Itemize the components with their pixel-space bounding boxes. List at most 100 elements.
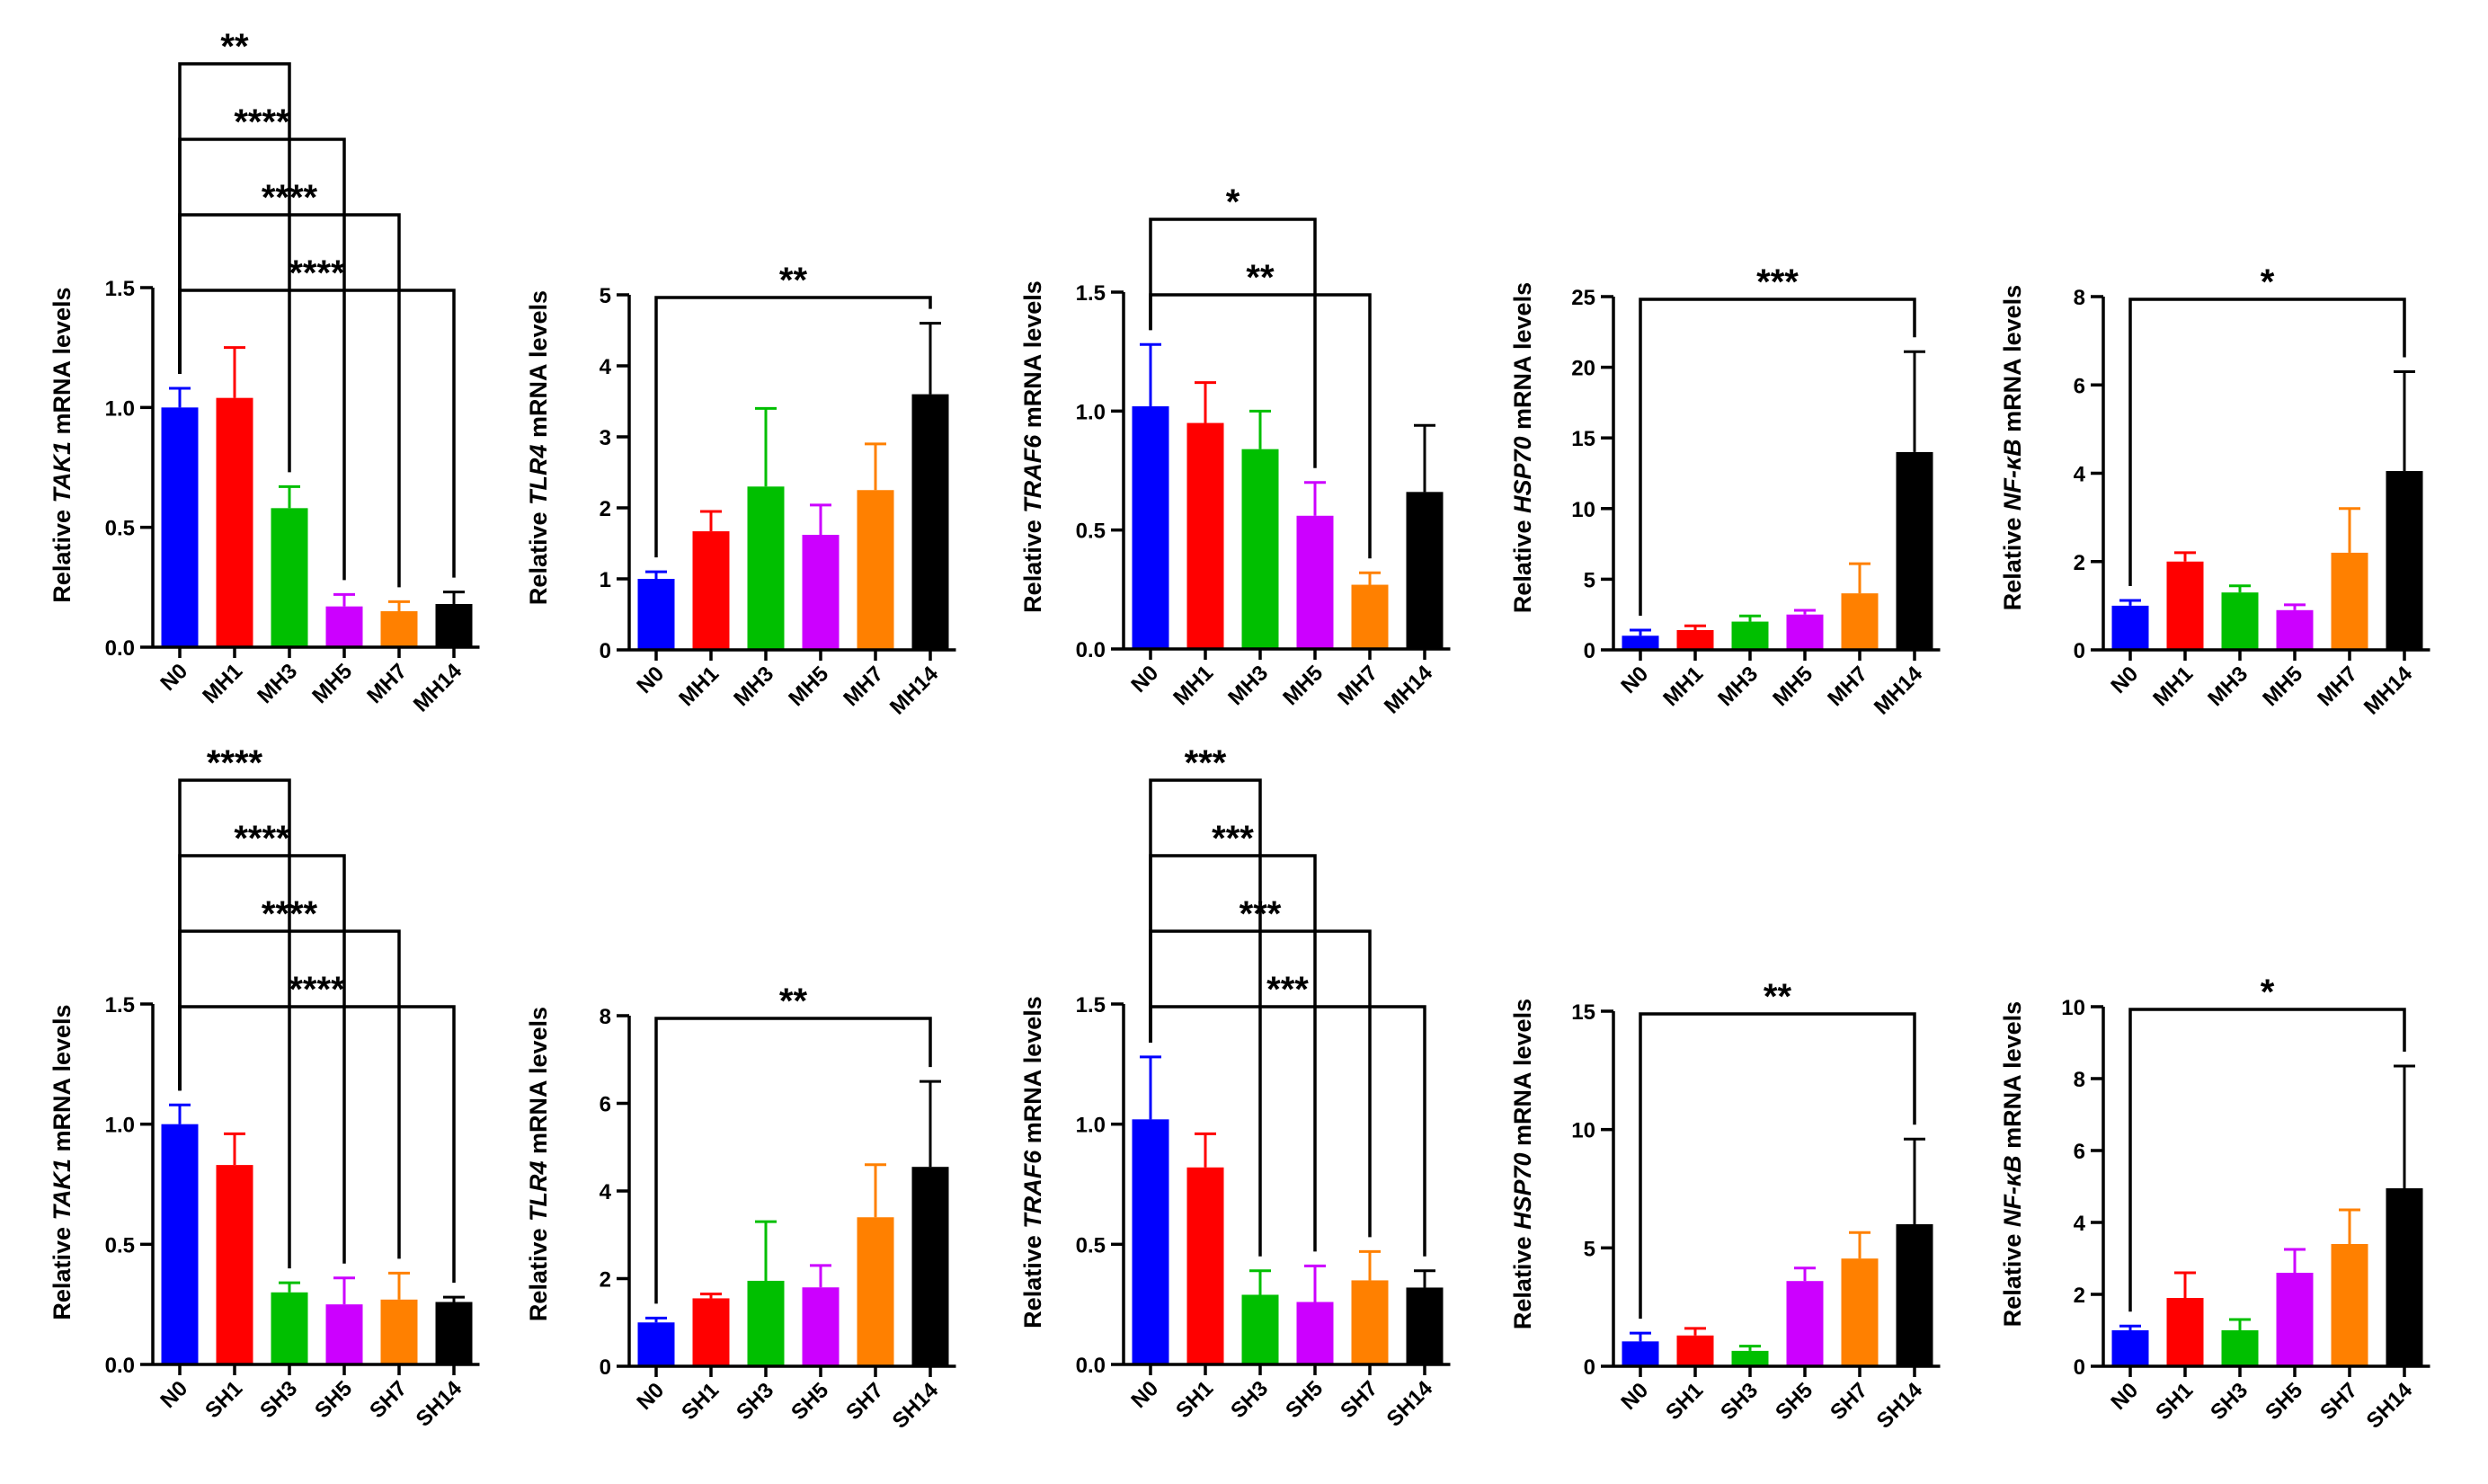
- x-tick-label: MH3: [2203, 662, 2253, 711]
- y-axis-label-suffix: mRNA levels: [525, 290, 552, 445]
- x-tick-label: N0: [1126, 661, 1163, 698]
- y-axis-label-gene: TAK1: [49, 1159, 76, 1221]
- significance-label: ***: [1240, 894, 1282, 934]
- y-tick-label: 5: [600, 284, 611, 308]
- bar: [911, 394, 949, 650]
- y-tick-label: 0: [2074, 639, 2085, 663]
- y-tick-label: 0.0: [1076, 638, 1106, 662]
- bar: [2221, 592, 2259, 650]
- x-tick-label: MH7: [362, 659, 412, 708]
- y-axis-label-prefix: Relative: [49, 1221, 76, 1320]
- significance-label: ***: [1756, 262, 1799, 302]
- significance-label: *: [2261, 262, 2275, 302]
- bar: [380, 1299, 418, 1364]
- significance-label: ***: [1212, 819, 1254, 858]
- bar: [1132, 1119, 1169, 1364]
- x-tick-label: MH14: [1380, 661, 1438, 719]
- y-tick-label: 15: [1571, 1000, 1595, 1025]
- x-tick-label: MH1: [198, 659, 247, 708]
- bar: [1896, 1224, 1933, 1366]
- bar: [1406, 492, 1444, 649]
- significance-label: ****: [289, 253, 345, 293]
- significance-label: **: [1764, 977, 1792, 1017]
- y-axis-label-prefix: Relative: [1019, 513, 1046, 613]
- y-axis-label-suffix: mRNA levels: [1509, 999, 1536, 1153]
- y-tick-label: 0.0: [1076, 1354, 1106, 1378]
- x-tick-label: MH5: [2258, 662, 2307, 711]
- x-tick-label: SH7: [365, 1376, 412, 1423]
- chart-panel-6: 0.0 0.5 1.0 1.5 N0 SH1 SH3 SH5 SH7 SH14 Relative T…: [49, 743, 480, 1432]
- y-tick-label: 0: [2074, 1355, 2085, 1380]
- y-tick-label: 4: [2074, 1212, 2086, 1236]
- bar: [1731, 1350, 1769, 1366]
- bar: [1841, 1258, 1879, 1366]
- y-tick-label: 1.0: [1076, 1114, 1106, 1138]
- x-tick-label: MH5: [784, 662, 833, 711]
- y-tick-label: 15: [1571, 427, 1595, 451]
- bar: [1786, 614, 1824, 650]
- y-axis-label: Relative NF-κB mRNA levels: [1999, 285, 2026, 610]
- y-tick-label: 1.0: [105, 396, 135, 421]
- bar: [2166, 1298, 2204, 1366]
- bar: [1296, 1302, 1334, 1364]
- y-tick-label: 6: [600, 1093, 611, 1117]
- significance-bracket: [654, 1017, 932, 1304]
- chart-panel-10: 0 2 4 6 8 10 N0 SH1 SH3 SH5 SH7 SH14 Relative NF-κB …: [1999, 973, 2430, 1434]
- x-tick-label: SH14: [1872, 1378, 1928, 1434]
- x-tick-label: SH1: [2151, 1378, 2198, 1425]
- significance-label: **: [220, 27, 249, 67]
- significance-label: **: [779, 982, 808, 1021]
- x-tick-label: SH5: [2261, 1378, 2307, 1425]
- bar: [1622, 1341, 1659, 1366]
- chart-panel-9: 0 5 10 15 N0 SH1 SH3 SH5 SH7 SH14 Relative HSP70 m…: [1509, 977, 1941, 1434]
- y-axis-label: Relative TRAF6 mRNA levels: [1019, 996, 1046, 1328]
- bar: [1676, 1335, 1714, 1366]
- y-axis-label-gene: NF-κB: [1999, 439, 2026, 511]
- bar: [1241, 449, 1279, 649]
- significance-label: ****: [234, 102, 290, 142]
- y-axis-label: Relative NF-κB mRNA levels: [1999, 1001, 2026, 1327]
- y-axis-label-suffix: mRNA levels: [1019, 280, 1046, 435]
- y-tick-label: 2: [600, 497, 611, 521]
- significance-label: ****: [262, 894, 318, 934]
- y-tick-label: 10: [1571, 1119, 1595, 1143]
- y-axis-label-prefix: Relative: [1999, 511, 2026, 610]
- y-axis-label-prefix: Relative: [1999, 1227, 2026, 1327]
- significance-bracket: [178, 1005, 456, 1284]
- y-tick-label: 0.5: [105, 517, 135, 541]
- y-tick-label: 10: [1571, 498, 1595, 522]
- y-tick-label: 0: [1584, 1355, 1595, 1380]
- bar: [271, 1292, 308, 1364]
- significance-label: ****: [207, 743, 263, 783]
- bar: [2111, 605, 2149, 650]
- y-tick-label: 8: [600, 1005, 611, 1029]
- x-tick-label: SH14: [888, 1378, 944, 1434]
- bar: [802, 1287, 840, 1366]
- y-tick-label: 1.5: [105, 277, 135, 301]
- y-axis-label-prefix: Relative: [49, 503, 76, 603]
- y-axis-label-suffix: mRNA levels: [1509, 282, 1536, 437]
- x-tick-label: MH14: [885, 662, 944, 720]
- y-tick-label: 3: [600, 426, 611, 450]
- x-tick-label: SH14: [2362, 1378, 2418, 1434]
- y-tick-label: 1: [600, 568, 611, 592]
- x-tick-label: SH14: [1382, 1376, 1438, 1432]
- chart-panel-8: 0.0 0.5 1.0 1.5 N0 SH1 SH3 SH5 SH7 SH14 Relative T…: [1019, 743, 1451, 1432]
- y-axis-label-suffix: mRNA levels: [525, 1007, 552, 1161]
- bar: [2276, 609, 2314, 650]
- bar: [747, 486, 785, 650]
- bar: [857, 490, 894, 650]
- y-tick-label: 1.0: [1076, 400, 1106, 424]
- y-tick-label: 2: [600, 1268, 611, 1293]
- x-tick-label: MH1: [674, 662, 724, 711]
- y-axis-label-suffix: mRNA levels: [49, 1004, 76, 1159]
- y-tick-label: 0: [1584, 639, 1595, 663]
- x-tick-label: MH14: [409, 659, 467, 717]
- significance-label: *: [1226, 182, 1240, 222]
- x-tick-label: SH7: [2315, 1378, 2362, 1425]
- bar: [1841, 593, 1879, 650]
- y-tick-label: 4: [600, 355, 612, 379]
